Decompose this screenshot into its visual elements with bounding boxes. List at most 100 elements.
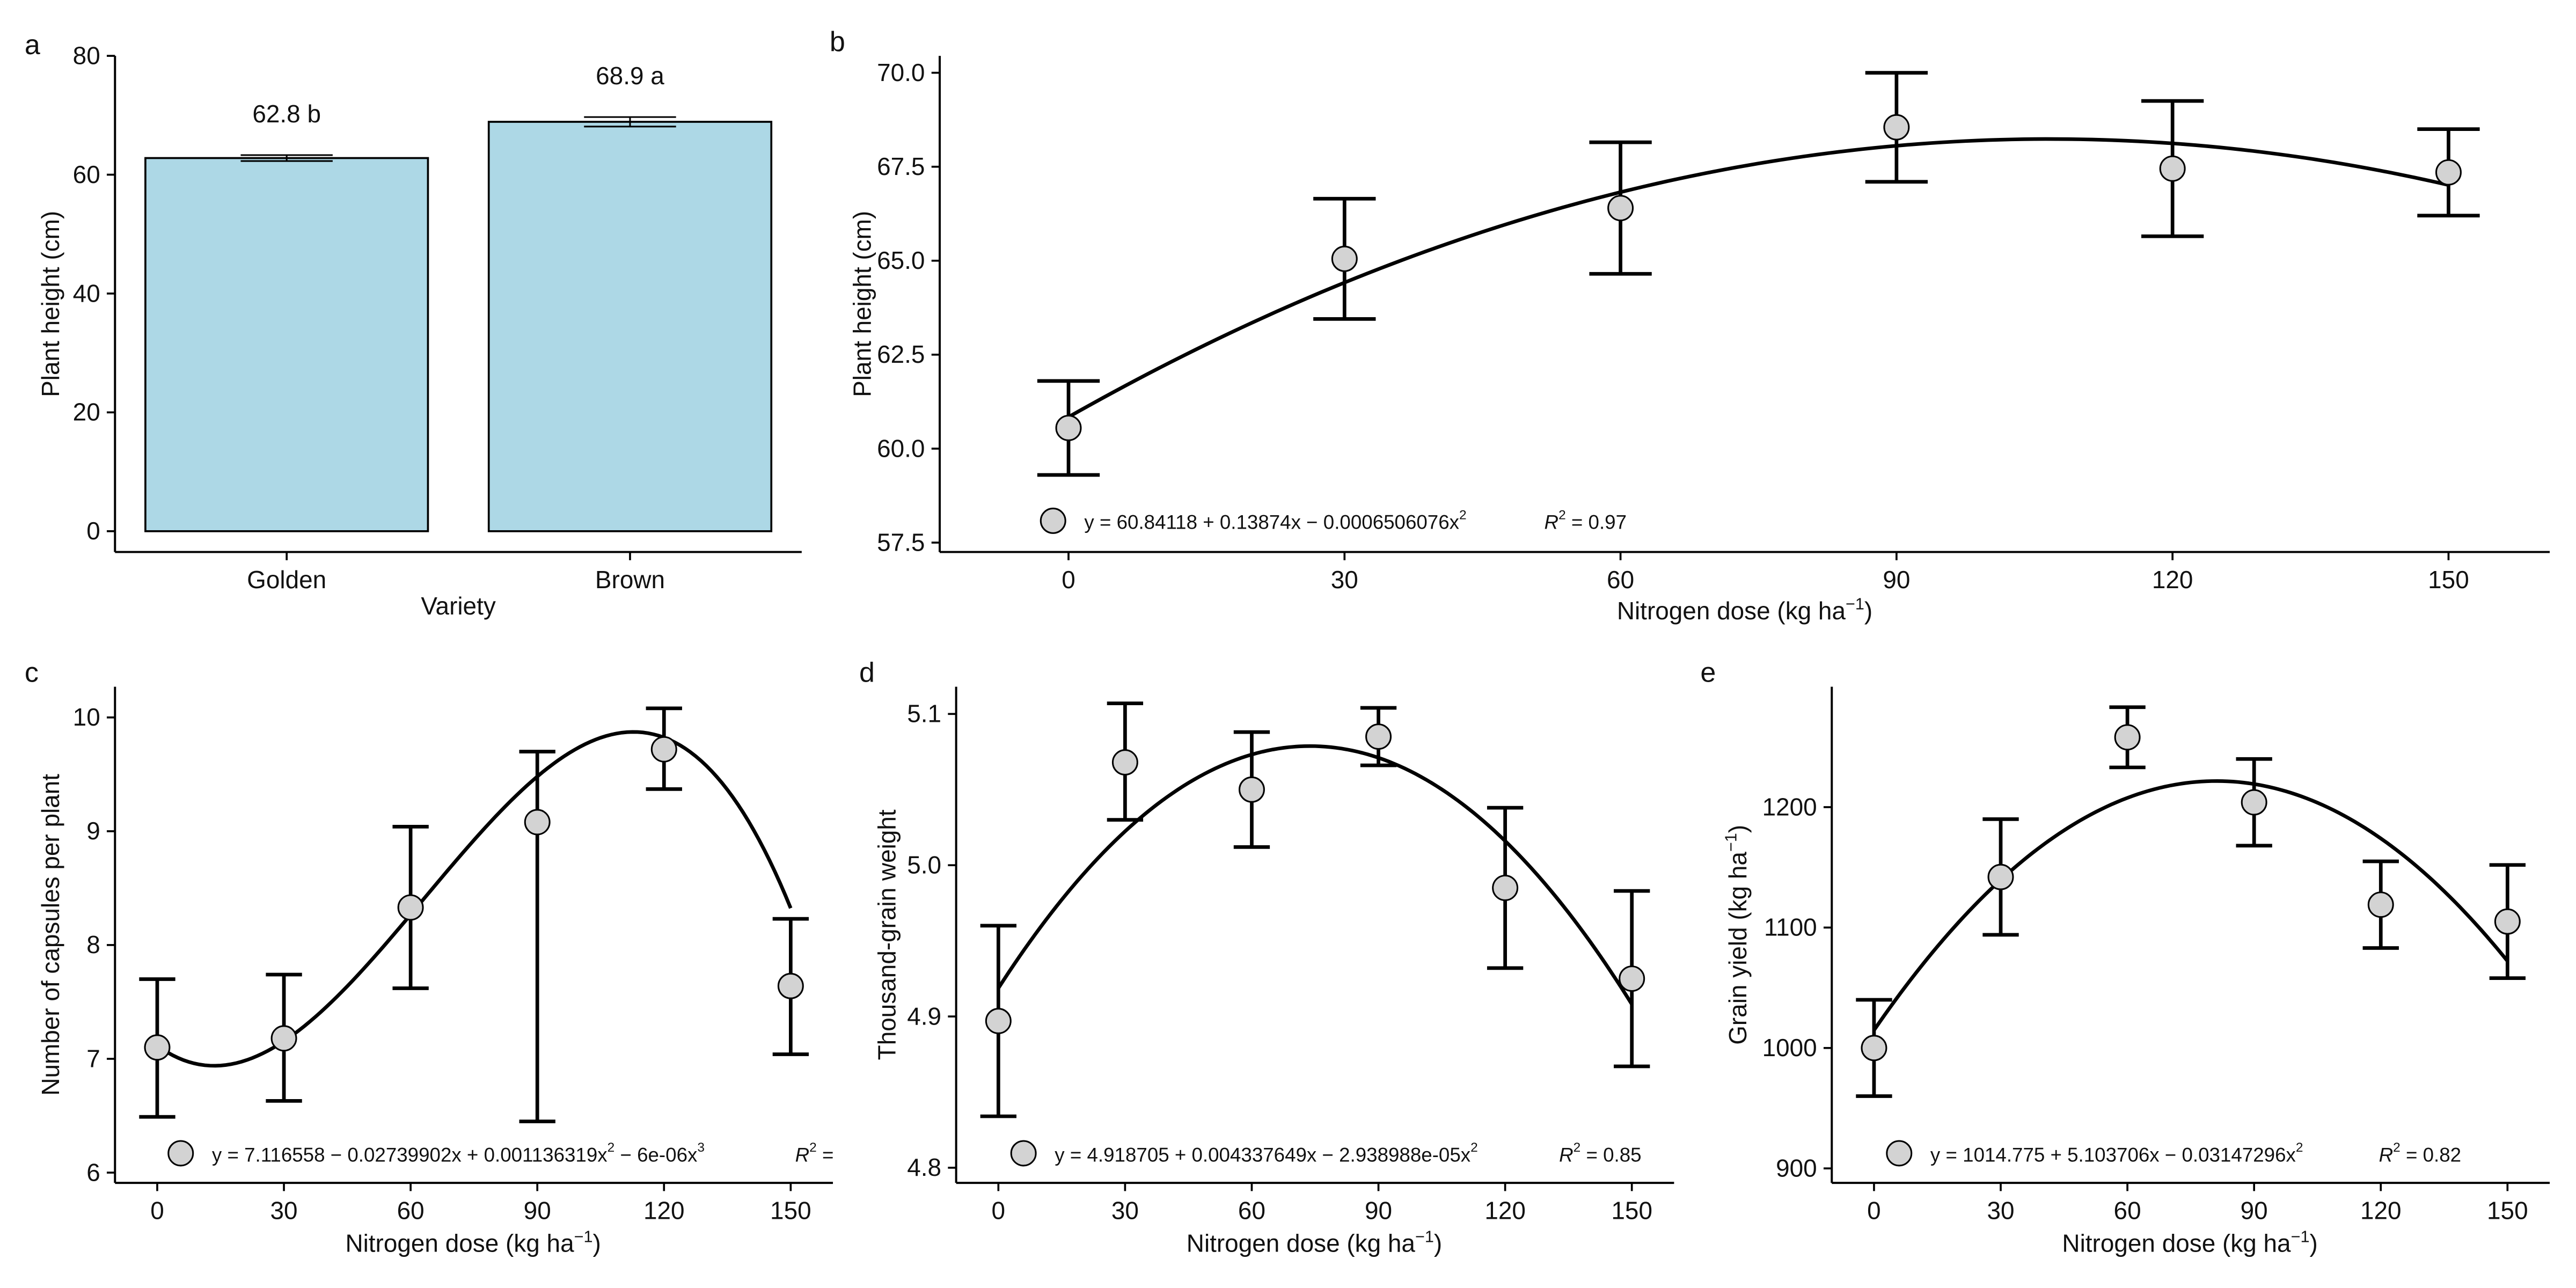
y-tick-label: 1000: [1762, 1034, 1817, 1062]
y-tick-label: 20: [73, 398, 100, 426]
data-point: [1883, 114, 1910, 141]
y-ticks: 6 7 8 9 10: [73, 703, 115, 1186]
x-tick-label: 60: [397, 1196, 425, 1224]
y-tick-label: 5.0: [907, 851, 941, 879]
panel-e: e 900 1000 1100 1200 0 30 60 90 120 150 Nitrogen…: [1700, 657, 2550, 1257]
data-label: 68.9 a: [596, 62, 664, 90]
fit-equation: y = 60.84118 + 0.13874x − 0.0006506076x2: [1084, 508, 1466, 533]
r-squared: R2 = 0.85: [1559, 1140, 1641, 1166]
data-point: [2367, 891, 2394, 918]
y-ticks: 4.8 4.9 5.0 5.1: [907, 700, 956, 1181]
r-squared: R2 =: [795, 1140, 834, 1166]
y-axis-title: Grain yield (kg ha−1): [1722, 825, 1752, 1045]
bar: [487, 121, 773, 532]
bars: 62.8 b 68.9 a: [144, 62, 773, 532]
data-point: [985, 1008, 1012, 1034]
fit-curve: [1872, 779, 2509, 1031]
r-squared: R2 = 0.97: [1545, 508, 1627, 533]
x-tick-label: 120: [643, 1196, 685, 1224]
x-tick-label: 120: [2152, 566, 2193, 594]
error-bars: [139, 706, 809, 1123]
error-bars: [980, 701, 1650, 1118]
x-ticks: 0 30 60 90 120 150: [992, 1183, 1652, 1224]
data-point: [1607, 195, 1634, 222]
y-ticks: 0 20 40 60 80: [73, 41, 115, 545]
data-point: [1331, 245, 1358, 272]
y-tick-label: 4.9: [907, 1002, 941, 1030]
x-tick-label: 30: [1987, 1196, 2014, 1224]
y-ticks: 57.5 60.0 62.5 65.0 67.5 70.0: [877, 58, 940, 556]
points: [1861, 724, 2521, 1062]
data-point: [1619, 965, 1645, 992]
fit-equation: y = 7.116558 − 0.02739902x + 0.001136319…: [212, 1140, 705, 1166]
data-point: [1861, 1035, 1887, 1062]
x-axis-title: Nitrogen dose (kg ha−1): [345, 1227, 601, 1257]
points: [144, 736, 804, 1061]
fit-curve: [1067, 137, 2449, 419]
x-tick-label: 30: [1331, 566, 1358, 594]
y-axis-title: Thousand-grain weight: [873, 809, 901, 1060]
data-point: [2241, 789, 2267, 816]
x-tick-label: Golden: [247, 566, 326, 594]
panel-b: b 57.5 60.0 62.5 65.0 67.5 70.0 0 30 60 90 120 150…: [830, 26, 2550, 625]
y-axis-title: Plant height (cm): [848, 211, 876, 397]
x-tick-label: Brown: [595, 566, 665, 594]
x-axis-title: Nitrogen dose (kg ha−1): [1617, 595, 1872, 625]
panel-label-a: a: [25, 30, 40, 61]
y-tick-label: 7: [86, 1044, 100, 1072]
data-point: [1111, 749, 1138, 776]
y-tick-label: 10: [73, 703, 100, 731]
data-point: [650, 736, 677, 763]
x-tick-label: 0: [1867, 1196, 1881, 1224]
data-point: [1055, 414, 1082, 441]
y-tick-label: 65.0: [877, 246, 925, 274]
x-axis-title: Variety: [421, 592, 496, 620]
y-tick-label: 40: [73, 279, 100, 307]
x-ticks: 0 30 60 90 120 150: [1062, 552, 2469, 594]
x-tick-label: 90: [1883, 566, 1910, 594]
error-bars: [1037, 71, 2480, 477]
x-tick-label: 0: [150, 1196, 164, 1224]
panel-label-e: e: [1700, 657, 1716, 688]
legend: y = 4.918705 + 0.004337649x − 2.938988e-…: [1010, 1140, 1642, 1167]
x-tick-label: 150: [2487, 1196, 2528, 1224]
panel-d: d 4.8 4.9 5.0 5.1 0 30 60 90 120 150 Nitrogen do…: [859, 657, 1674, 1257]
legend-point-icon: [1040, 507, 1066, 534]
data-label: 62.8 b: [252, 100, 321, 128]
data-point: [2494, 908, 2521, 935]
x-tick-label: 120: [1484, 1196, 1526, 1224]
legend: y = 7.116558 − 0.02739902x + 0.001136319…: [167, 1140, 834, 1167]
y-tick-label: 1200: [1762, 793, 1817, 821]
fit-curve: [156, 730, 793, 1068]
x-tick-label: 120: [2360, 1196, 2402, 1224]
fit-curve: [997, 744, 1634, 1006]
panel-label-c: c: [25, 657, 39, 688]
data-point: [270, 1025, 297, 1052]
y-tick-label: 1100: [1764, 913, 1817, 941]
x-tick-label: 0: [992, 1196, 1006, 1224]
x-tick-label: 60: [2114, 1196, 2141, 1224]
fit-equation: y = 1014.775 + 5.103706x − 0.03147296x2: [1930, 1140, 2303, 1166]
y-tick-label: 6: [86, 1158, 100, 1186]
x-ticks: 0 30 60 90 120 150: [150, 1183, 811, 1224]
data-point: [1987, 863, 2014, 890]
y-tick-label: 8: [86, 931, 100, 958]
y-tick-label: 60: [73, 160, 100, 188]
data-point: [2435, 159, 2462, 186]
points: [1055, 114, 2462, 441]
data-point: [2114, 724, 2141, 751]
x-tick-label: 150: [770, 1196, 811, 1224]
data-point: [2159, 155, 2186, 182]
y-tick-label: 67.5: [877, 152, 925, 180]
legend-point-icon: [1886, 1140, 1913, 1167]
y-ticks: 900 1000 1100 1200: [1762, 793, 1832, 1182]
legend-point-icon: [167, 1140, 194, 1167]
y-tick-label: 70.0: [877, 58, 925, 86]
x-tick-label: 60: [1607, 566, 1634, 594]
data-point: [397, 894, 424, 921]
y-tick-label: 57.5: [877, 528, 925, 556]
legend: y = 1014.775 + 5.103706x − 0.03147296x2 …: [1886, 1140, 2461, 1167]
y-axis-title: Number of capsules per plant: [36, 774, 64, 1096]
x-ticks: 0 30 60 90 120 150: [1867, 1183, 2528, 1224]
